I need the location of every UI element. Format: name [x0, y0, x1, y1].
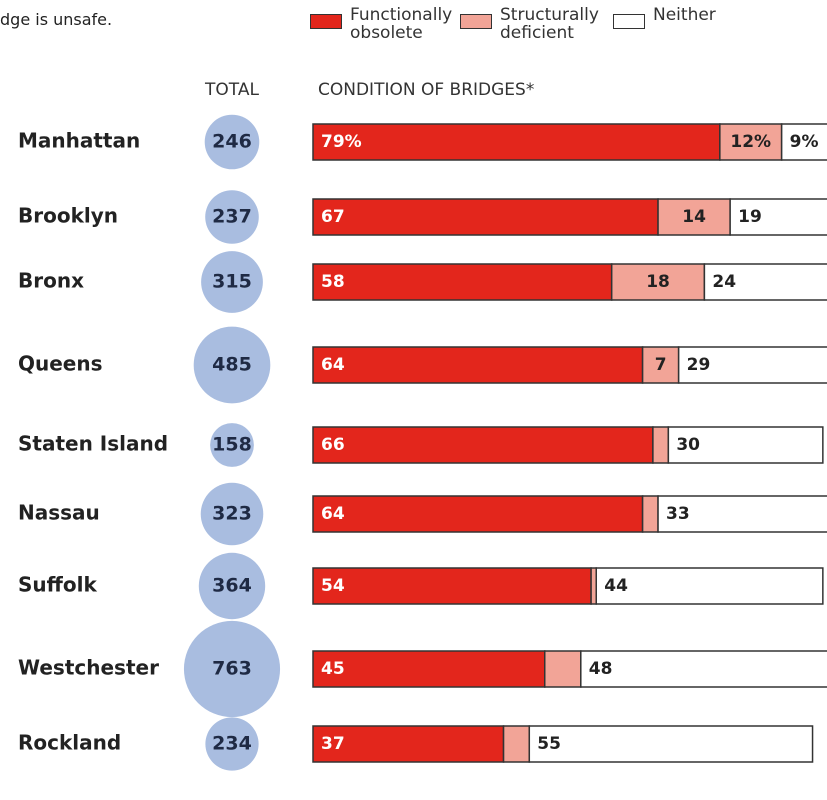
bar-segment — [719, 123, 783, 161]
bar-segment — [590, 567, 597, 605]
category-label: Queens — [18, 352, 103, 376]
legend-item: Structurally deficient — [460, 6, 610, 46]
bar-segment — [312, 426, 654, 464]
value-label: 44 — [604, 576, 628, 596]
value-label: 45 — [321, 659, 345, 679]
total-label: 234 — [212, 733, 252, 755]
total-label: 364 — [212, 575, 252, 597]
bar-segment — [312, 567, 592, 605]
bars-header: CONDITION OF BRIDGES* — [318, 80, 534, 100]
total-label: 323 — [212, 503, 252, 525]
value-label: 14 — [682, 207, 706, 227]
value-label: 64 — [321, 355, 345, 375]
totals-header: TOTAL — [204, 80, 259, 100]
bar-segment — [667, 426, 824, 464]
bar-segment — [729, 198, 827, 236]
value-label: 18 — [646, 272, 670, 292]
value-label: 58 — [321, 272, 345, 292]
value-label: 30 — [676, 435, 700, 455]
value-label: 66 — [321, 435, 345, 455]
value-label: 7 — [655, 355, 667, 375]
value-label: 79% — [321, 132, 362, 152]
total-bubble — [201, 251, 263, 313]
total-bubble — [204, 114, 260, 170]
total-bubble — [205, 190, 259, 244]
value-label: 12% — [730, 132, 771, 152]
bar-segment — [595, 567, 824, 605]
total-bubble — [193, 326, 271, 404]
bar-segment — [544, 650, 582, 688]
legend-item: Functionally obsolete — [310, 6, 460, 46]
value-label: 9% — [790, 132, 819, 152]
value-label: 37 — [321, 734, 345, 754]
value-label: 67 — [321, 207, 345, 227]
legend-swatch — [613, 14, 645, 29]
bar-segment — [312, 650, 546, 688]
legend-swatch — [310, 14, 342, 29]
bar-segment — [703, 263, 827, 301]
bar-segment — [780, 123, 827, 161]
total-bubble — [198, 552, 266, 620]
value-label: 24 — [712, 272, 736, 292]
legend-label: Neither — [653, 5, 716, 25]
bar-segment — [312, 198, 659, 236]
category-label: Brooklyn — [18, 204, 118, 228]
bar-segment — [580, 650, 827, 688]
bar-segment — [657, 495, 827, 533]
legend-label: Structurally deficient — [500, 5, 599, 43]
total-bubble — [200, 482, 264, 546]
bar-segment — [312, 263, 613, 301]
category-label: Manhattan — [18, 129, 140, 153]
total-label: 237 — [212, 206, 252, 228]
legend-item: Neither — [613, 6, 733, 46]
legend-label: Functionally obsolete — [350, 5, 453, 43]
bar-segment — [312, 123, 721, 161]
bar-segment — [652, 426, 670, 464]
category-label: Suffolk — [18, 573, 97, 597]
bar-segment — [502, 725, 531, 763]
total-bubble — [205, 717, 259, 771]
category-label: Nassau — [18, 501, 100, 525]
value-label: 19 — [738, 207, 762, 227]
total-bubble — [183, 620, 281, 718]
value-label: 48 — [589, 659, 613, 679]
total-label: 158 — [212, 434, 252, 456]
bar-segment — [312, 346, 644, 384]
bar-segment — [641, 495, 659, 533]
note: dge is unsafe. — [0, 10, 113, 29]
category-label: Westchester — [18, 656, 159, 680]
value-label: 29 — [687, 355, 711, 375]
category-label: Bronx — [18, 269, 84, 293]
total-label: 246 — [212, 131, 252, 153]
total-label: 485 — [212, 354, 252, 376]
value-label: 64 — [321, 504, 345, 524]
bar-segment — [677, 346, 827, 384]
total-label: 763 — [212, 658, 252, 680]
category-label: Staten Island — [18, 432, 168, 456]
total-bubble — [210, 423, 254, 467]
bar-segment — [610, 263, 706, 301]
value-label: 54 — [321, 576, 345, 596]
category-label: Rockland — [18, 731, 121, 755]
bar-segment — [641, 346, 680, 384]
bar-segment — [312, 495, 644, 533]
value-label: 33 — [666, 504, 690, 524]
bar-segment — [657, 198, 731, 236]
total-label: 315 — [212, 271, 252, 293]
value-label: 55 — [537, 734, 561, 754]
bar-segment — [528, 725, 814, 763]
legend-swatch — [460, 14, 492, 29]
